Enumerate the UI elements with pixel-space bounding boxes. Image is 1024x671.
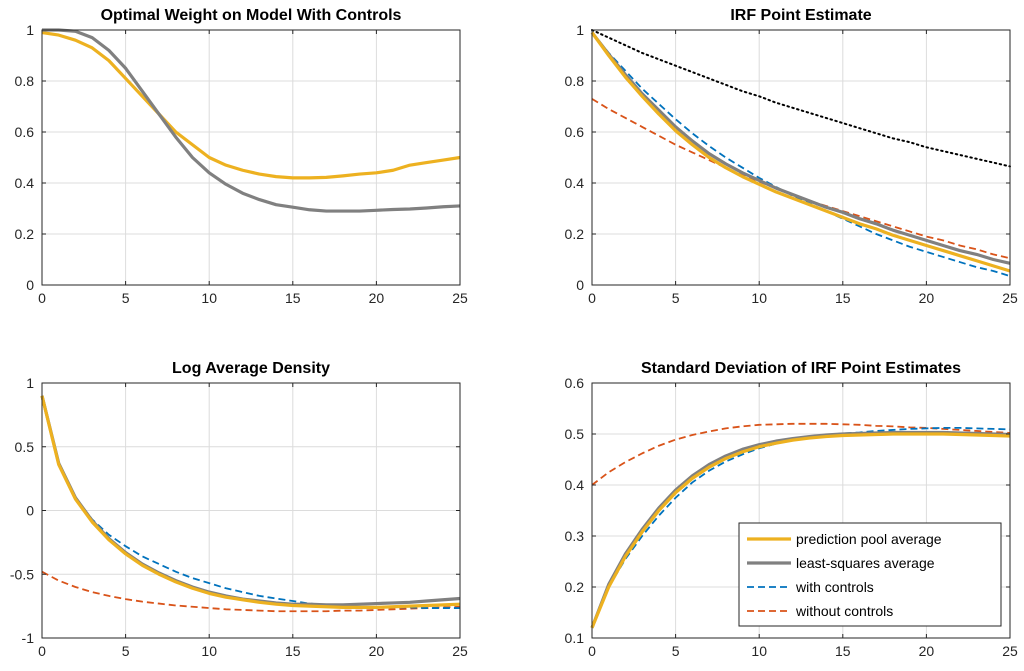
axes-box [591, 29, 1011, 286]
y-tick-label: 0.6 [565, 124, 585, 140]
axes-box [41, 29, 461, 286]
legend-entry-label: least-squares average [796, 555, 935, 571]
y-tick-label: 0.5 [15, 439, 35, 455]
y-tick-label: 0.6 [565, 375, 585, 391]
series-line-without-controls [41, 570, 461, 613]
y-tick-label: -0.5 [10, 566, 34, 582]
y-tick-label: 0.2 [565, 226, 585, 242]
legend: prediction pool average least-squares ave… [738, 522, 1002, 627]
x-tick-label: 25 [1002, 290, 1018, 306]
x-tick-label: 10 [201, 290, 217, 306]
panel-log-average-density: 0 5 10 15 20 25 -1 -0.5 0 0.5 1 Log Average Density [10, 360, 468, 659]
y-tick-label: 0.4 [565, 175, 585, 191]
y-tick-label: 0.6 [15, 124, 35, 140]
x-tick-label: 0 [38, 290, 46, 306]
series-line-least-squares [590, 31, 1011, 265]
series-line-with-controls [41, 395, 460, 609]
y-tick-label: -1 [22, 630, 35, 646]
x-tick-label: 20 [919, 290, 935, 306]
y-tick-label: 0 [576, 277, 584, 293]
x-tick-label: 25 [1002, 643, 1018, 659]
x-tick-label: 25 [452, 290, 468, 306]
x-tick-label: 20 [369, 643, 385, 659]
x-tick-label: 15 [285, 290, 301, 306]
x-tick-label: 10 [201, 643, 217, 659]
series-line-least-squares [40, 395, 461, 607]
y-tick-label: 1 [26, 22, 34, 38]
y-tick-label: 0.8 [15, 73, 35, 89]
chart-title: Optimal Weight on Model With Controls [101, 7, 402, 24]
x-tick-label: 10 [751, 290, 767, 306]
y-tick-label: 0.8 [565, 73, 585, 89]
x-tick-label: 20 [369, 290, 385, 306]
x-tick-label: 15 [835, 643, 851, 659]
series-line-prediction-pool [41, 30, 461, 180]
y-tick-label: 0.3 [565, 528, 585, 544]
y-tick-label: 0.2 [565, 579, 585, 595]
y-tick-label: 0.1 [565, 630, 585, 646]
panel-irf-point-estimate: 0 5 10 15 20 25 0 0.2 0.4 0.6 0.8 1 IRF Point Estima… [565, 7, 1018, 306]
x-tick-label: 0 [588, 290, 596, 306]
series-line-least-squares [42, 28, 461, 213]
chart-title: Standard Deviation of IRF Point Estimate… [641, 360, 961, 377]
series-line-reference [591, 29, 1011, 168]
y-tick-label: 1 [26, 375, 34, 391]
series-line-prediction-pool [40, 395, 461, 610]
series-line-prediction-pool [590, 432, 1011, 629]
x-tick-label: 5 [122, 290, 130, 306]
x-tick-label: 5 [122, 643, 130, 659]
chart-title: Log Average Density [172, 360, 330, 377]
y-tick-label: 0.4 [15, 175, 35, 191]
panel-optimal-weight: 0 5 10 15 20 25 0 0.2 0.4 0.6 0.8 1 Optimal Weight o… [15, 7, 468, 306]
x-tick-label: 0 [588, 643, 596, 659]
series-line-without-controls [591, 422, 1011, 486]
x-tick-label: 20 [919, 643, 935, 659]
axes-box [591, 382, 1011, 639]
y-tick-label: 1 [576, 22, 584, 38]
x-tick-label: 25 [452, 643, 468, 659]
series-line-prediction-pool [590, 31, 1011, 273]
y-tick-label: 0.2 [15, 226, 35, 242]
x-tick-label: 15 [285, 643, 301, 659]
series-line-with-controls [591, 31, 1011, 277]
y-tick-label: 0 [26, 277, 34, 293]
y-tick-label: 0.4 [565, 477, 585, 493]
x-tick-label: 5 [672, 643, 680, 659]
x-tick-label: 0 [38, 643, 46, 659]
x-tick-label: 5 [672, 290, 680, 306]
y-tick-label: 0.5 [565, 426, 585, 442]
chart-title: IRF Point Estimate [730, 7, 871, 24]
y-tick-label: 0 [26, 503, 34, 519]
x-tick-label: 15 [835, 290, 851, 306]
legend-entry-label: without controls [795, 603, 893, 619]
x-tick-label: 10 [751, 643, 767, 659]
legend-entry-label: with controls [795, 579, 874, 595]
legend-entry-label: prediction pool average [796, 531, 942, 547]
